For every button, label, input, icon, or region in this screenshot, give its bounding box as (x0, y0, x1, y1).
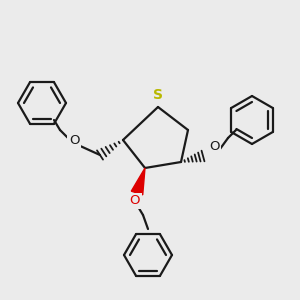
Text: O: O (69, 134, 79, 148)
Text: O: O (130, 194, 140, 208)
Text: O: O (209, 140, 219, 152)
Polygon shape (131, 168, 145, 195)
Text: S: S (153, 88, 163, 102)
